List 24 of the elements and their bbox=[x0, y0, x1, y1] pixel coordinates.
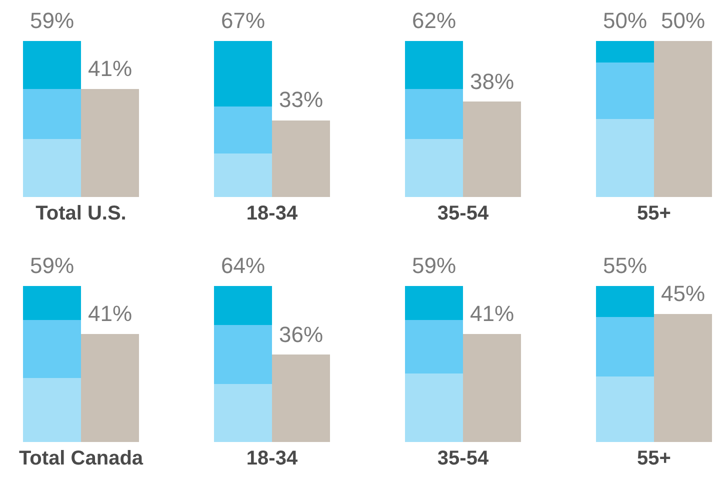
text: 50% bbox=[661, 8, 706, 33]
x-axis-title: 55+ bbox=[637, 202, 671, 224]
text: 50% bbox=[603, 8, 648, 33]
text: 59% bbox=[412, 253, 456, 278]
annotation: 33% bbox=[279, 87, 324, 112]
annotation: 45% bbox=[661, 281, 706, 306]
annotation: 38% bbox=[470, 69, 514, 94]
annotation: 36% bbox=[279, 322, 324, 347]
text: 62% bbox=[412, 8, 456, 33]
text: 67% bbox=[221, 8, 266, 33]
annotation: 41% bbox=[470, 301, 514, 326]
x-axis-title: 18-34 bbox=[246, 202, 298, 224]
annotation: 41% bbox=[88, 301, 132, 326]
x-axis-title: 35-54 bbox=[437, 202, 490, 224]
x-axis-title: Total Canada bbox=[18, 448, 144, 470]
text: 59% bbox=[30, 253, 74, 278]
x-axis-title: 55+ bbox=[637, 448, 671, 470]
text: 55% bbox=[603, 253, 648, 278]
text: 64% bbox=[221, 253, 266, 278]
x-axis-title: 18-34 bbox=[246, 448, 298, 470]
annotation: 41% bbox=[88, 56, 132, 81]
x-axis-title: Total U.S. bbox=[36, 202, 126, 224]
text: 59% bbox=[30, 8, 74, 33]
x-axis-title: 35-54 bbox=[437, 448, 490, 470]
